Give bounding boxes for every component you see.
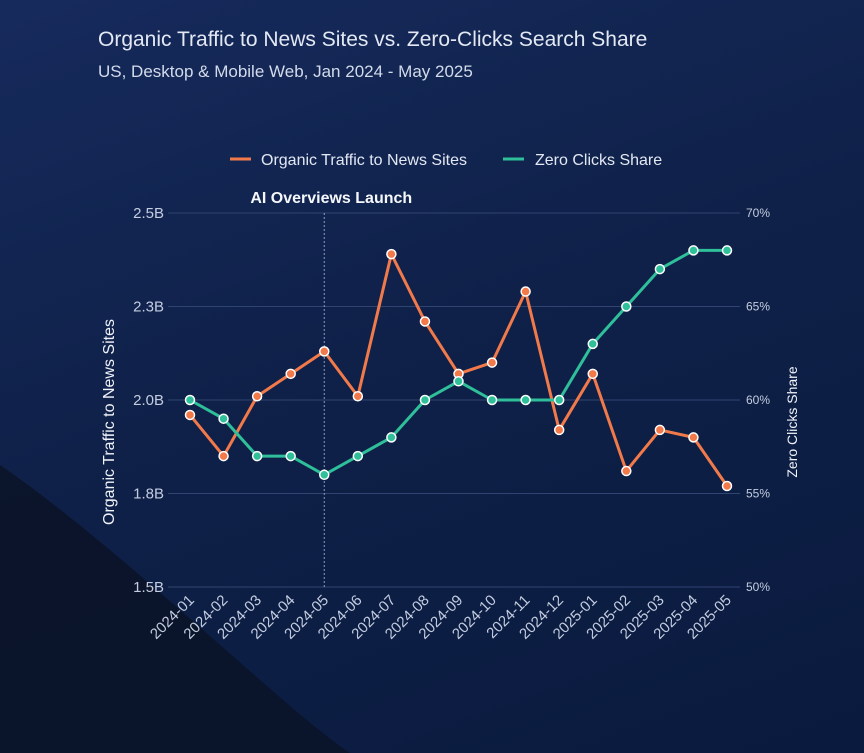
- annotation-label: AI Overviews Launch: [250, 190, 412, 207]
- chart-title: Organic Traffic to News Sites vs. Zero-C…: [98, 28, 648, 51]
- point-zero-clicks: [386, 432, 397, 443]
- point-zero-clicks: [688, 245, 699, 256]
- series-line-zero-clicks: [189, 248, 727, 477]
- right-tick-label: 50%: [746, 580, 770, 594]
- left-tick-label: 2.3B: [133, 299, 164, 316]
- point-zero-clicks: [520, 394, 531, 406]
- point-organic: [352, 391, 364, 402]
- point-zero-clicks: [553, 394, 565, 406]
- point-organic: [319, 346, 330, 357]
- annotation-layer: AI Overviews Launch: [250, 190, 412, 587]
- point-zero-clicks: [251, 450, 263, 462]
- point-zero-clicks: [587, 338, 598, 350]
- right-tick-label: 70%: [746, 206, 770, 220]
- right-tick-label: 65%: [746, 300, 770, 314]
- right-tick-label: 60%: [746, 393, 770, 407]
- point-zero-clicks: [621, 301, 632, 312]
- left-tick-label: 1.8B: [133, 486, 164, 503]
- point-zero-clicks: [352, 450, 364, 462]
- gridlines: [168, 212, 740, 588]
- series-points: [184, 245, 733, 492]
- left-axis-label: Organic Traffic to News Sites: [101, 319, 118, 525]
- point-organic: [251, 391, 263, 402]
- point-zero-clicks: [721, 245, 733, 256]
- chart-subtitle: US, Desktop & Mobile Web, Jan 2024 - May…: [98, 62, 473, 81]
- legend-label-zero-clicks: Zero Clicks Share: [535, 152, 662, 169]
- left-tick-label: 2.0B: [133, 392, 164, 409]
- legend: Organic Traffic to News Sites Zero Click…: [230, 152, 662, 169]
- right-axis-label: Zero Clicks Share: [784, 366, 800, 477]
- point-organic: [553, 424, 565, 436]
- point-zero-clicks: [285, 450, 296, 462]
- point-zero-clicks: [486, 394, 498, 406]
- point-zero-clicks: [654, 263, 666, 275]
- point-organic: [285, 368, 296, 380]
- point-organic: [587, 368, 598, 380]
- point-organic: [520, 286, 531, 297]
- point-zero-clicks: [218, 413, 229, 424]
- point-zero-clicks: [419, 394, 431, 406]
- point-organic: [419, 316, 431, 327]
- point-zero-clicks: [184, 394, 196, 406]
- right-tick-label: 55%: [746, 487, 770, 501]
- point-organic: [486, 357, 498, 368]
- point-organic: [621, 465, 632, 477]
- legend-label-organic: Organic Traffic to News Sites: [261, 152, 467, 169]
- left-tick-label: 1.5B: [133, 579, 164, 596]
- series-lines: [188, 248, 729, 487]
- point-organic: [688, 432, 699, 443]
- point-organic: [721, 480, 733, 492]
- point-organic: [218, 450, 229, 462]
- point-zero-clicks: [319, 469, 330, 481]
- point-organic: [184, 409, 196, 421]
- point-organic: [386, 248, 397, 260]
- left-tick-label: 2.5B: [133, 205, 164, 222]
- point-zero-clicks: [453, 376, 464, 387]
- point-organic: [654, 424, 666, 436]
